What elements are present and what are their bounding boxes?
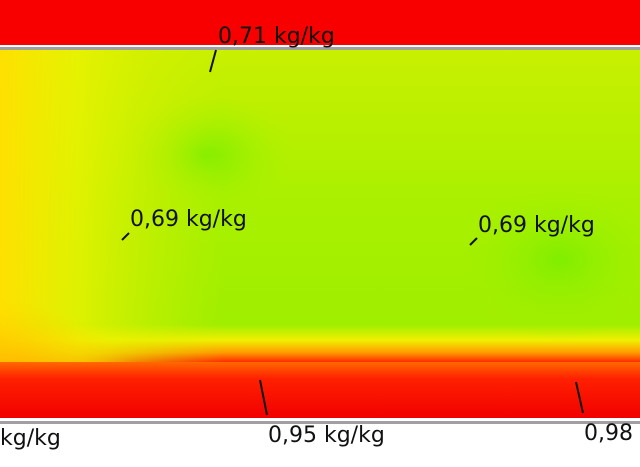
annotation: 0,98 bbox=[584, 421, 633, 446]
leader-line bbox=[209, 49, 217, 73]
wall-line bbox=[0, 45, 640, 47]
annotation: 0,71 kg/kg bbox=[218, 24, 335, 49]
annotation: kg/kg bbox=[0, 426, 61, 451]
wall-line bbox=[0, 421, 640, 424]
annotation: 0,69 kg/kg bbox=[130, 207, 247, 232]
annotation: 0,95 kg/kg bbox=[268, 423, 385, 448]
leader-line bbox=[469, 237, 478, 246]
bottom-wall-region bbox=[0, 362, 640, 418]
leader-line bbox=[259, 379, 268, 416]
leader-line bbox=[121, 232, 130, 241]
wall-line bbox=[0, 47, 640, 50]
wall-line bbox=[0, 418, 640, 421]
leader-line bbox=[575, 381, 584, 414]
top-wall-region bbox=[0, 0, 640, 45]
annotation: 0,69 kg/kg bbox=[478, 213, 595, 238]
